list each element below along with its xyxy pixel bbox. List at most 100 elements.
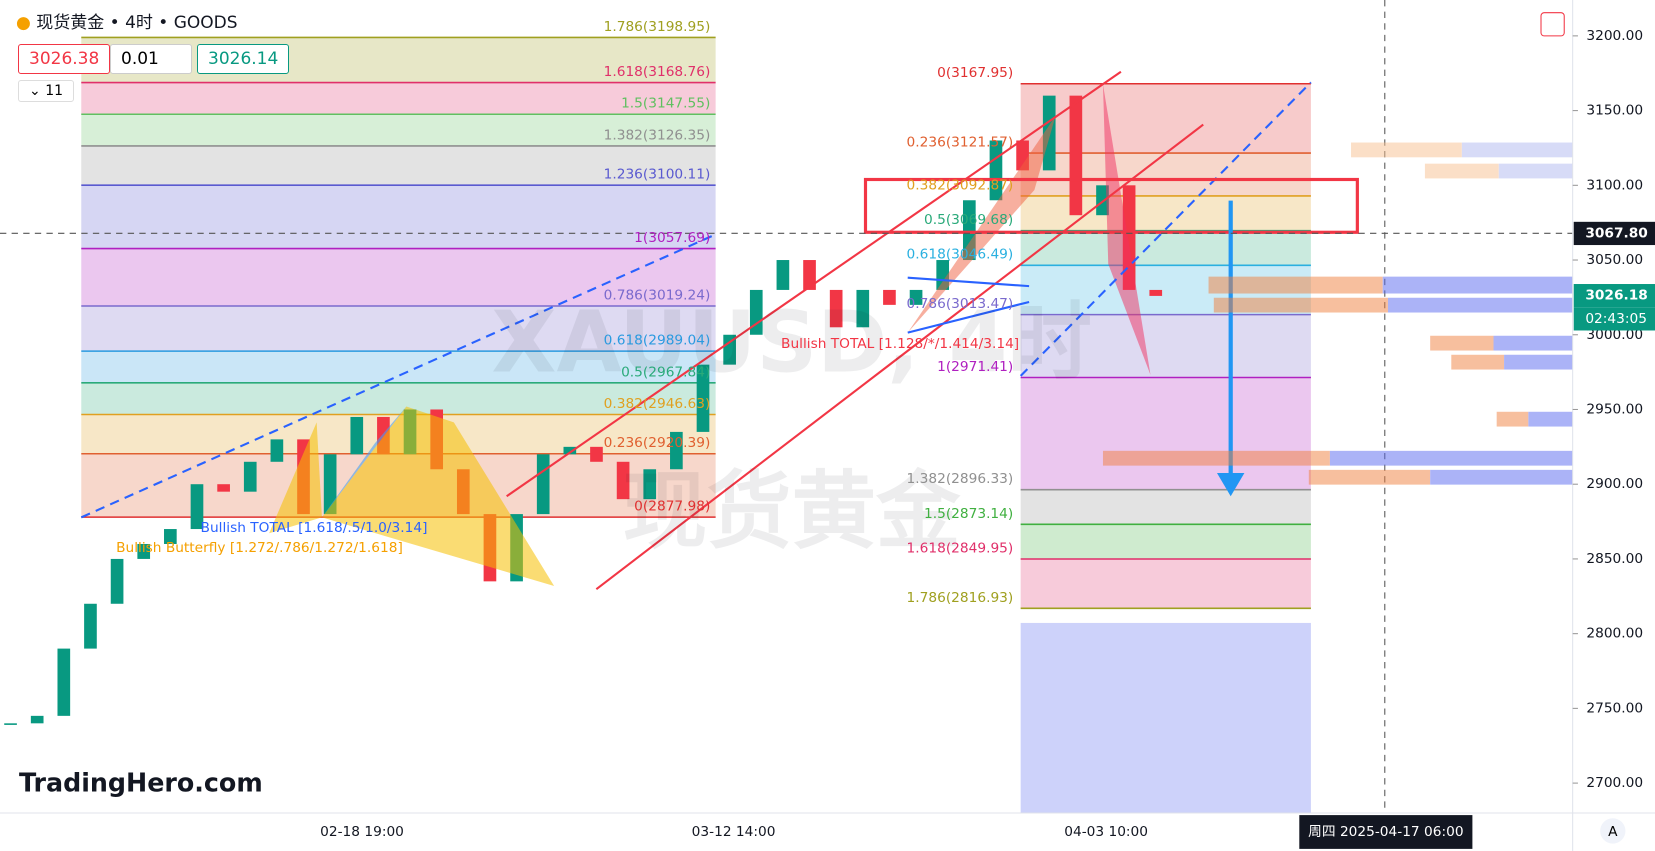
fib-band <box>81 82 716 115</box>
candle <box>110 558 124 604</box>
fib-band <box>1020 153 1311 196</box>
candle <box>616 461 630 500</box>
candle <box>803 260 816 290</box>
fib-label: 1.618(3168.76) <box>604 64 711 80</box>
symbol-title: ● 现货黄金 • 4时 • GOODS <box>16 13 238 33</box>
fib-band <box>1020 314 1311 378</box>
candle <box>217 484 230 492</box>
candle <box>84 603 97 649</box>
fib-label: 0.786(3019.24) <box>604 287 711 303</box>
fib-label: 0.5(2967.84) <box>621 364 710 380</box>
candle <box>563 446 577 455</box>
x-tick-label: 02-18 19:00 <box>320 824 404 840</box>
candle <box>350 416 364 455</box>
y-tick-label: 2950.00 <box>1586 401 1643 417</box>
fib-band <box>1020 377 1311 490</box>
fib-band <box>1020 195 1311 231</box>
channel <box>595 123 1204 590</box>
y-tick-label: 2800.00 <box>1586 626 1643 642</box>
watermark: XAUUSD, 4时 <box>491 293 1091 391</box>
fib-label: 1.382(2896.33) <box>907 471 1014 487</box>
y-tick-label: 2900.00 <box>1586 476 1643 492</box>
fib-band <box>81 145 716 186</box>
fib-label: 0.236(2920.39) <box>604 435 711 451</box>
y-axis-bg <box>1572 0 1655 851</box>
auto-scale-button[interactable] <box>1600 818 1626 844</box>
fib-label: 0.786(3013.47) <box>907 296 1014 312</box>
symbol: 现货黄金 • 4时 • GOODS <box>36 13 238 33</box>
countdown-tag <box>1573 307 1655 331</box>
candle <box>776 260 790 290</box>
candle <box>670 431 683 470</box>
candle <box>1096 185 1109 216</box>
candle <box>1069 95 1083 216</box>
fib-label: 0.382(2946.63) <box>604 396 711 412</box>
fib-band <box>1020 524 1311 560</box>
pattern <box>321 406 407 518</box>
candle <box>883 289 896 305</box>
fib-band <box>1020 489 1311 525</box>
y-tick-label: 3150.00 <box>1586 103 1643 119</box>
candle <box>323 454 337 515</box>
fib-band <box>81 351 716 383</box>
bid[interactable]: 3026.38 <box>18 44 111 74</box>
fib-label: 1.382(3126.35) <box>604 127 711 143</box>
fib-band <box>81 248 716 307</box>
trend-line <box>1019 81 1312 377</box>
fib-label: 0.236(3121.57) <box>907 135 1014 151</box>
candle <box>4 723 17 725</box>
pattern-label: Bullish TOTAL [1.128/*/1.414/3.14] <box>781 336 1019 352</box>
fib-label: 1(2971.41) <box>937 359 1013 375</box>
indicator-toggle[interactable]: ⌄ 11 <box>18 80 75 102</box>
price-tag <box>1573 221 1655 246</box>
fib-band <box>81 185 716 249</box>
volume-profile <box>1102 142 1573 485</box>
fib-label: 0.5(3069.68) <box>924 212 1013 228</box>
pattern <box>907 116 1056 333</box>
watermark: 现货黄金 <box>623 462 961 560</box>
highlight-box <box>863 177 1359 234</box>
candle <box>856 289 870 328</box>
candle <box>137 543 151 559</box>
pattern-label: Bullish TOTAL [1.618/.5/1.0/3.14] <box>201 520 428 536</box>
projection-zone <box>1020 622 1311 813</box>
x-tick-label: 04-03 10:00 <box>1064 824 1148 840</box>
brand: TradingHero.com <box>19 767 263 797</box>
ask[interactable]: 3026.14 <box>197 44 290 74</box>
candle <box>723 334 736 365</box>
channel <box>506 70 1122 498</box>
screenshot-button[interactable] <box>1540 12 1565 37</box>
y-tick-label: 2700.00 <box>1586 775 1643 791</box>
candle <box>190 484 204 530</box>
fib-label: 1.786(2816.93) <box>907 590 1014 606</box>
countdown: 02:43:05 <box>1585 311 1647 327</box>
fib-label: 1(3057.69) <box>634 230 710 246</box>
cursor-time-tag <box>1299 815 1473 849</box>
candle <box>696 364 710 432</box>
fib-label: 1.236(3100.11) <box>604 167 711 183</box>
fib-band <box>1020 559 1311 609</box>
pattern <box>1102 84 1151 375</box>
fib-band <box>81 114 716 146</box>
triangle <box>907 276 1030 288</box>
quantity[interactable]: 0.01 <box>110 44 192 74</box>
auto-label[interactable]: A <box>1608 824 1618 840</box>
fib-label: 0.618(2989.04) <box>604 333 711 349</box>
fib-band <box>81 306 716 352</box>
candle <box>829 289 843 328</box>
pattern <box>321 406 555 586</box>
fib-label: 0.618(3046.49) <box>907 247 1014 263</box>
y-tick-label: 2750.00 <box>1586 700 1643 716</box>
candle <box>590 446 603 462</box>
trend-line <box>80 233 717 519</box>
candle <box>749 289 763 335</box>
fib-band <box>81 382 716 415</box>
y-tick-label: 2850.00 <box>1586 551 1643 567</box>
y-tick-label: 3200.00 <box>1586 28 1643 44</box>
pattern-label: Bullish Butterfly [1.272/.786/1.272/1.61… <box>116 540 403 556</box>
arrow-head <box>1216 473 1245 497</box>
price-label: 3067.80 <box>1585 225 1647 241</box>
